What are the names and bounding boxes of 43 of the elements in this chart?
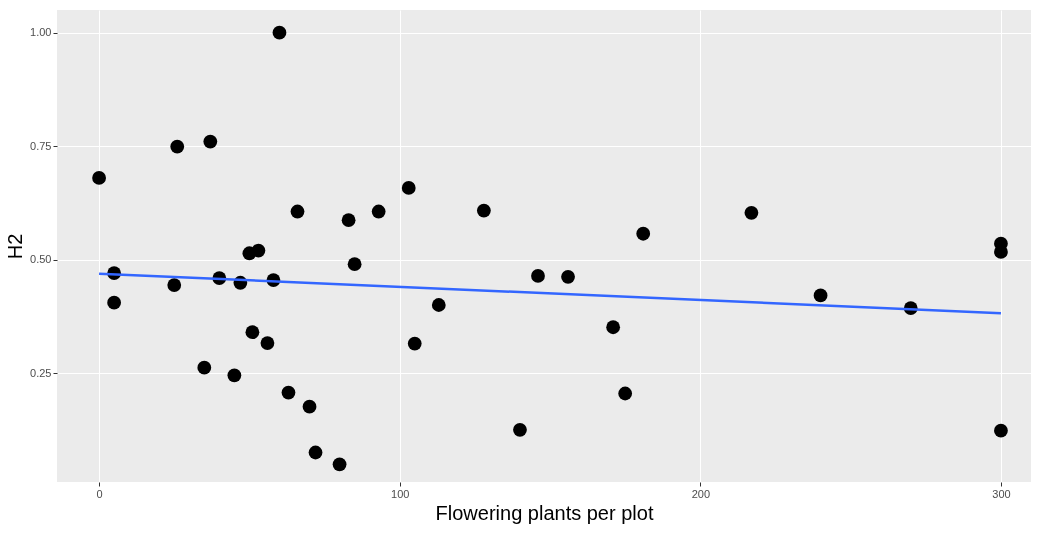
- point: [281, 385, 296, 400]
- point: [401, 181, 416, 195]
- point: [618, 386, 633, 401]
- point: [531, 269, 545, 283]
- x-axis-title: Flowering plants per plot: [435, 501, 654, 524]
- point: [167, 278, 182, 292]
- point: [744, 205, 759, 220]
- point: [302, 399, 317, 414]
- point: [107, 295, 122, 310]
- y-tick-label: 0.75: [30, 139, 52, 152]
- x-tick-label: 300: [992, 487, 1011, 500]
- point: [272, 25, 287, 40]
- point: [170, 139, 185, 154]
- point: [813, 288, 828, 303]
- point: [245, 325, 260, 340]
- y-tick-label: 1.00: [30, 26, 52, 39]
- point: [606, 320, 621, 335]
- point: [994, 423, 1008, 438]
- point: [227, 368, 242, 383]
- point: [371, 204, 386, 219]
- y-axis-title: H2: [4, 233, 27, 260]
- point: [561, 269, 575, 284]
- point: [260, 336, 275, 350]
- point: [476, 203, 491, 218]
- point: [92, 171, 106, 185]
- point: [513, 422, 527, 437]
- point: [431, 298, 446, 312]
- point: [197, 360, 212, 375]
- x-tick-label: 0: [96, 487, 103, 500]
- y-tick-label: 0.25: [30, 366, 52, 379]
- x-tick-label: 200: [691, 487, 710, 500]
- point: [203, 134, 218, 149]
- point: [308, 445, 323, 460]
- point: [332, 457, 347, 472]
- point: [347, 257, 362, 272]
- point: [341, 213, 356, 228]
- point: [407, 336, 422, 351]
- point: [636, 226, 651, 241]
- point: [994, 245, 1008, 259]
- point: [251, 243, 266, 258]
- point: [290, 204, 305, 219]
- y-tick-label: 0.50: [30, 253, 52, 266]
- x-tick-label: 100: [391, 487, 410, 500]
